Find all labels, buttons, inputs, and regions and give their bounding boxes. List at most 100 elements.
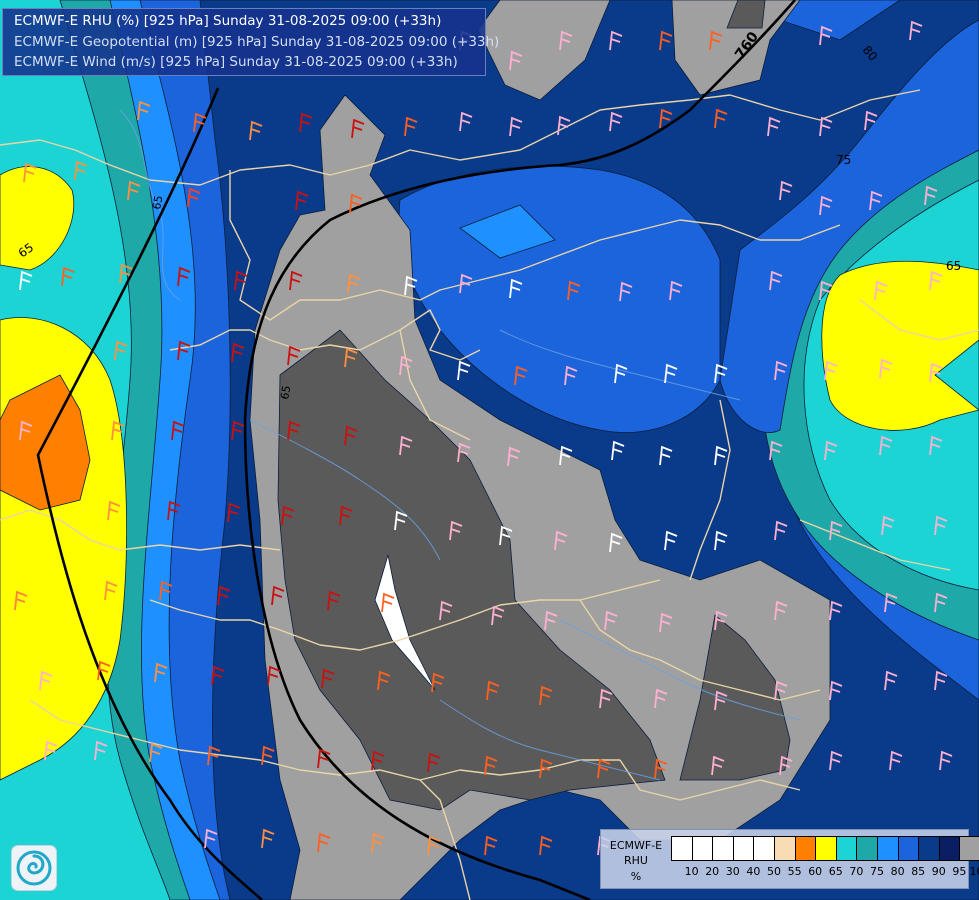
wind-barb: [317, 832, 331, 853]
wind-barb: [664, 363, 678, 384]
wind-barb: [261, 828, 275, 849]
legend-tick-label: 95: [952, 865, 967, 878]
wind-barb: [559, 30, 573, 51]
wind-barb: [819, 280, 833, 301]
wind-barb: [714, 108, 728, 129]
wind-barb: [287, 420, 301, 441]
wind-barb: [514, 365, 528, 386]
wind-barb: [829, 680, 843, 701]
wind-barb: [119, 263, 133, 284]
wind-barb: [44, 740, 58, 761]
legend-tick-label: 60: [808, 865, 823, 878]
wind-barb: [714, 445, 728, 466]
legend-tick-label: 65: [828, 865, 843, 878]
contour-label-75: 75: [836, 153, 851, 167]
wind-barb: [107, 500, 121, 521]
wind-barb: [177, 266, 191, 287]
legend-swatch: [960, 837, 979, 860]
wind-barb: [289, 270, 303, 291]
wind-barb: [597, 758, 611, 779]
contour-label-65-c2: 65: [278, 384, 293, 400]
wind-barb: [554, 530, 568, 551]
wind-barb: [459, 273, 473, 294]
wind-barb: [486, 680, 500, 701]
isohypse-outer: [36, 87, 263, 900]
zone-top-gray-ne: [671, 0, 801, 96]
wind-barb: [327, 590, 341, 611]
wind-barb: [774, 600, 788, 621]
wind-barb: [159, 580, 173, 601]
wind-barb: [371, 832, 385, 853]
legend-swatch: [672, 837, 693, 860]
wind-barb: [394, 510, 408, 531]
wind-barb: [207, 745, 221, 766]
zone-top-gray-n: [477, 0, 611, 101]
wind-barb: [874, 280, 888, 301]
isohypses: [36, 0, 796, 900]
wind-barb: [934, 515, 948, 536]
wind-barb: [779, 755, 793, 776]
wind-barb: [884, 670, 898, 691]
zone-north-bright-blue: [459, 204, 556, 259]
wind-barb: [484, 755, 498, 776]
legend-tick-label: 30: [725, 865, 740, 878]
wind-barb: [499, 525, 513, 546]
wind-barb: [287, 345, 301, 366]
wind-barb: [659, 30, 673, 51]
wind-barb: [339, 505, 353, 526]
legend-tick-label: 90: [931, 865, 946, 878]
wind-barb: [457, 360, 471, 381]
wind-barb: [557, 115, 571, 136]
wind-barb: [824, 440, 838, 461]
ecmwf-swirl-logo-icon: [11, 845, 57, 891]
wind-barb: [654, 688, 668, 709]
wind-barb: [281, 505, 295, 526]
legend-tick-label: 10: [684, 865, 699, 878]
wind-barb: [381, 592, 395, 613]
wind-barb: [609, 111, 623, 132]
wind-barb: [869, 190, 883, 211]
legend-tick-label: 50: [767, 865, 781, 878]
isohypse-760: [243, 0, 796, 900]
wind-barb: [664, 530, 678, 551]
legend-tick-label: 40: [746, 865, 761, 878]
wind-barb: [769, 440, 783, 461]
wind-barb: [509, 278, 523, 299]
legend-tick-label: 70: [849, 865, 864, 878]
wind-barb: [177, 340, 191, 361]
wind-barb: [709, 30, 723, 51]
wind-barb: [929, 362, 943, 383]
zone-east-yellow: [821, 260, 979, 431]
wind-barb: [271, 585, 285, 606]
wind-barb: [427, 835, 441, 856]
wind-barb: [217, 585, 231, 606]
wind-barb: [299, 112, 313, 133]
wind-barb: [884, 592, 898, 613]
contour-label-65-c1: 65: [150, 194, 165, 210]
legend-swatch: [939, 837, 961, 860]
wind-barb: [507, 446, 521, 467]
wind-barb: [604, 610, 618, 631]
wind-barb: [711, 755, 725, 776]
legend-swatch: [836, 837, 858, 860]
wind-barb: [509, 116, 523, 137]
zone-east-dark-gray: [679, 614, 791, 781]
wind-barb: [714, 690, 728, 711]
wind-barb: [127, 180, 141, 201]
legend-tick-label: 55: [787, 865, 802, 878]
wind-barb: [371, 750, 385, 771]
wind-barb: [187, 187, 201, 208]
legend-swatch: [877, 837, 899, 860]
title-rhu: ECMWF-E RHU (%) [925 hPa] Sunday 31-08-2…: [14, 13, 442, 29]
wind-barb: [774, 680, 788, 701]
wind-barb: [824, 360, 838, 381]
wind-barb: [934, 670, 948, 691]
wind-barb: [829, 750, 843, 771]
wind-barb: [567, 280, 581, 301]
wind-barb: [819, 25, 833, 46]
wind-barb: [654, 758, 668, 779]
wind-barb: [137, 100, 151, 121]
zone-top-dark-ne: [726, 0, 766, 29]
wind-barb: [909, 20, 923, 41]
wind-barb: [539, 685, 553, 706]
